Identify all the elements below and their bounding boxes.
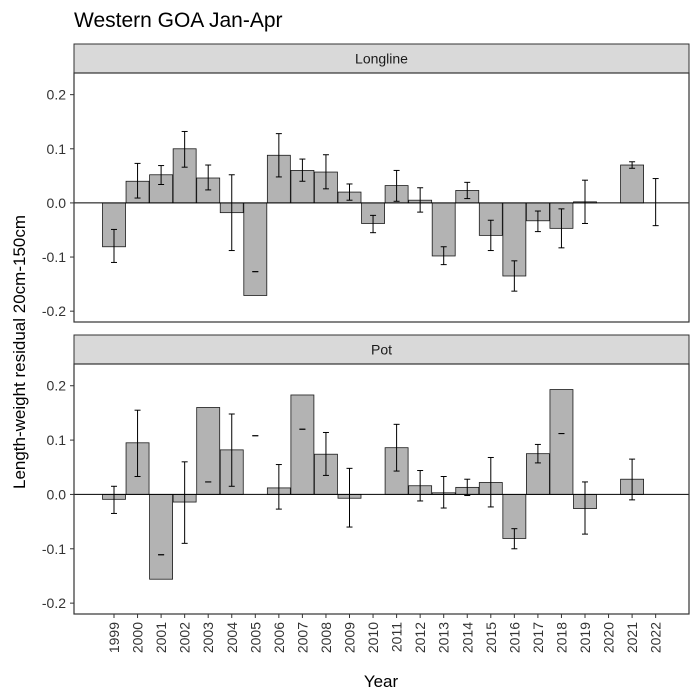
x-tick-label: 2013	[436, 622, 452, 653]
error-bar-2001	[158, 165, 165, 186]
bar-2018	[549, 389, 574, 495]
y-tick-label: 0.2	[47, 378, 67, 394]
error-bar-2002	[181, 130, 188, 168]
error-bar-2000	[134, 409, 141, 477]
x-tick-label: 2020	[601, 622, 617, 653]
facet-strip-label: Pot	[371, 342, 392, 358]
y-axis-title: Length-weight residual 20cm-150cm	[10, 215, 29, 489]
y-tick-label: -0.1	[42, 541, 66, 557]
x-tick-label: 2006	[271, 622, 287, 653]
error-bar-2013	[440, 476, 447, 509]
x-tick-label: 2009	[342, 622, 358, 653]
error-bar-2008	[322, 154, 329, 190]
error-bar-2019	[582, 481, 588, 535]
x-tick-label: 2008	[318, 622, 334, 653]
y-tick-label: -0.1	[42, 249, 66, 265]
x-tick-label: 2000	[130, 622, 146, 653]
x-tick-label: 2021	[624, 622, 640, 653]
error-bar-2013	[440, 246, 447, 266]
error-bar-2016	[511, 260, 518, 292]
error-bar-2014	[464, 478, 471, 497]
x-tick-label: 2011	[389, 622, 405, 652]
x-axis-title: Year	[364, 672, 399, 691]
x-tick-label: 2005	[247, 622, 263, 653]
chart-title: Western GOA Jan-Apr	[74, 9, 283, 32]
x-tick-label: 2003	[200, 622, 216, 653]
x-tick-label: 2004	[224, 622, 240, 653]
error-bar-2021	[629, 161, 636, 169]
x-tick-label: 2015	[483, 622, 499, 653]
error-bar-2021	[629, 458, 636, 501]
error-bar-2019	[582, 179, 588, 224]
x-tick-label: 2022	[648, 622, 664, 653]
x-tick-label: 1999	[106, 622, 122, 653]
error-bar-2004	[228, 413, 235, 487]
x-tick-label: 2017	[530, 622, 546, 653]
error-bar-2009	[346, 467, 353, 528]
x-axis: 1999 2000 2001 2002 2003 2004 2005 2006 2007 2008…	[106, 614, 664, 653]
bar-2021	[620, 164, 644, 204]
y-tick-label: 0.1	[47, 432, 67, 448]
x-tick-label: 2001	[153, 622, 169, 653]
panel-longline: Longline -0.2 -0.1 0.0 0.1 0.2	[42, 43, 690, 323]
bar-2001	[149, 494, 174, 580]
error-bar-2006	[275, 133, 282, 178]
facet-strip-label: Longline	[355, 51, 408, 67]
error-bar-2012	[417, 187, 424, 213]
y-tick-label: 0.2	[47, 87, 67, 103]
panel-border	[73, 363, 690, 615]
x-tick-label: 2019	[577, 622, 593, 653]
error-bar-2014	[464, 181, 471, 200]
error-bar-2008	[322, 431, 329, 476]
x-tick-label: 2014	[459, 622, 475, 653]
error-bar-2010	[370, 214, 377, 234]
error-bar-2012	[417, 470, 424, 502]
error-bar-2004	[228, 174, 235, 252]
bar-2005	[243, 202, 268, 296]
error-bar-1999	[111, 485, 117, 514]
y-tick-label: 0.1	[47, 141, 67, 157]
x-tick-label: 2016	[506, 622, 522, 653]
facet-strip	[73, 334, 690, 365]
error-bar-2000	[134, 162, 141, 199]
error-bar-2003	[205, 164, 212, 191]
error-bar-1999	[111, 228, 117, 263]
x-tick-label: 2012	[412, 622, 428, 653]
x-tick-label: 2018	[553, 622, 569, 653]
panel-border	[73, 72, 690, 323]
error-bar-2015	[487, 456, 494, 508]
bar-2003	[196, 407, 221, 495]
error-bar-2017	[534, 443, 541, 464]
error-bar-2015	[487, 219, 494, 252]
error-bar-2009	[346, 183, 353, 201]
error-bar-2011	[393, 169, 400, 202]
error-bar-2022	[652, 178, 659, 227]
error-bar-2002	[181, 461, 188, 544]
y-tick-label: -0.2	[42, 595, 66, 611]
panel-pot: Pot -0.2 -0.1 0.0 0.1 0.2	[42, 334, 690, 615]
error-bar-2007	[299, 158, 306, 182]
bar-2007	[290, 394, 315, 495]
y-tick-label: -0.2	[42, 303, 66, 319]
error-bar-2006	[275, 464, 282, 510]
error-bar-2016	[511, 528, 518, 550]
y-tick-label: 0.0	[47, 195, 67, 211]
x-tick-label: 2010	[365, 622, 381, 653]
y-tick-label: 0.0	[47, 486, 67, 502]
x-tick-label: 2007	[294, 622, 310, 653]
plot-area	[74, 364, 689, 614]
error-bar-2018	[558, 208, 565, 249]
x-tick-label: 2002	[177, 622, 193, 653]
facet-strip	[73, 43, 690, 74]
panels-group: Longline -0.2 -0.1 0.0 0.1 0.2 Pot -0.2 -0.1 0.0 0…	[42, 43, 690, 615]
error-bar-2011	[393, 423, 400, 472]
error-bar-2017	[534, 210, 541, 233]
